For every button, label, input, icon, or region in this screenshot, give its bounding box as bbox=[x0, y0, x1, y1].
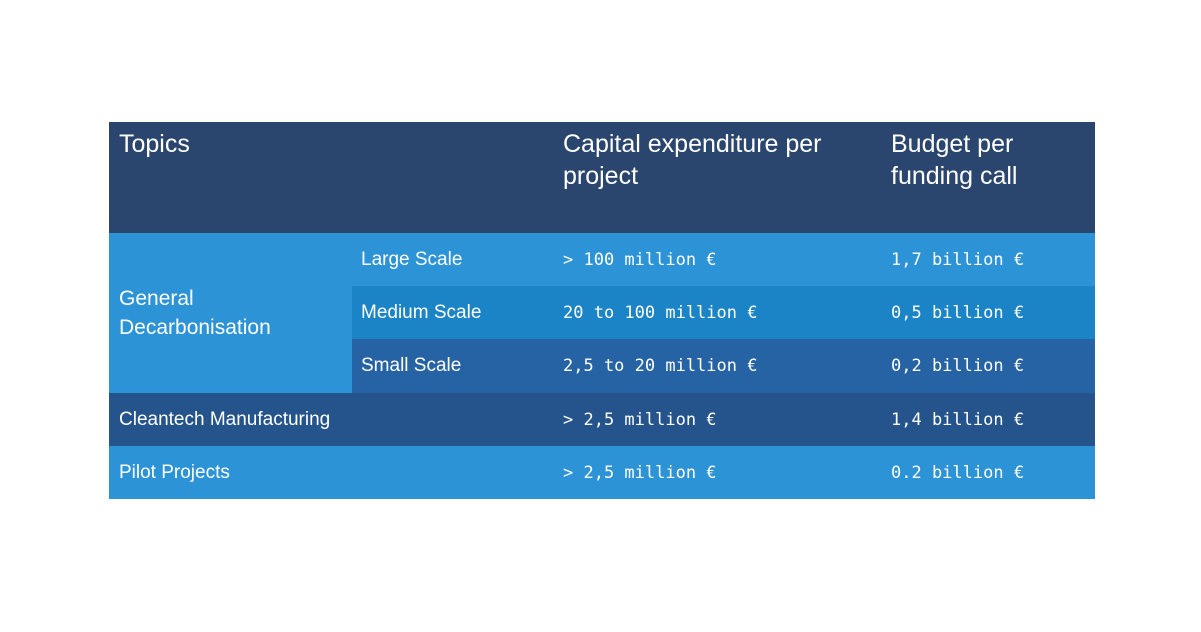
topic-label: Pilot Projects bbox=[119, 461, 230, 483]
topic-label: General Decarbonisation bbox=[119, 287, 271, 339]
scale-label: Small Scale bbox=[361, 355, 462, 376]
budget-value: 0.2 billion € bbox=[891, 462, 1025, 483]
scale-label: Medium Scale bbox=[361, 301, 482, 323]
scale-label: Large Scale bbox=[361, 248, 463, 270]
table-row: Cleantech Manufacturing > 2,5 million € … bbox=[109, 393, 1095, 446]
header-capex: Capital expenditure per project bbox=[563, 130, 822, 190]
capex-value: > 2,5 million € bbox=[563, 462, 717, 483]
table-row: Large Scale > 100 million € 1,7 billion … bbox=[352, 233, 1095, 286]
budget-value: 1,7 billion € bbox=[891, 249, 1025, 270]
table-row: Small Scale 2,5 to 20 million € 0,2 bill… bbox=[352, 339, 1095, 393]
capex-value: > 2,5 million € bbox=[563, 409, 717, 430]
topic-label: Cleantech Manufacturing bbox=[119, 408, 331, 430]
table-row: Pilot Projects > 2,5 million € 0.2 billi… bbox=[109, 446, 1095, 499]
capex-value: 20 to 100 million € bbox=[563, 302, 758, 323]
table-header: Topics Capital expenditure per project B… bbox=[109, 122, 1095, 233]
funding-table: Topics Capital expenditure per project B… bbox=[109, 122, 1095, 499]
budget-value: 0,5 billion € bbox=[891, 302, 1025, 323]
budget-value: 1,4 billion € bbox=[891, 409, 1025, 430]
budget-value: 0,2 billion € bbox=[891, 356, 1025, 376]
header-budget: Budget per funding call bbox=[891, 130, 1018, 190]
header-topics: Topics bbox=[119, 130, 190, 158]
table-row: Medium Scale 20 to 100 million € 0,5 bil… bbox=[352, 286, 1095, 339]
topic-general-decarbonisation: General Decarbonisation bbox=[109, 233, 352, 393]
capex-value: > 100 million € bbox=[563, 249, 717, 270]
capex-value: 2,5 to 20 million € bbox=[563, 356, 758, 376]
